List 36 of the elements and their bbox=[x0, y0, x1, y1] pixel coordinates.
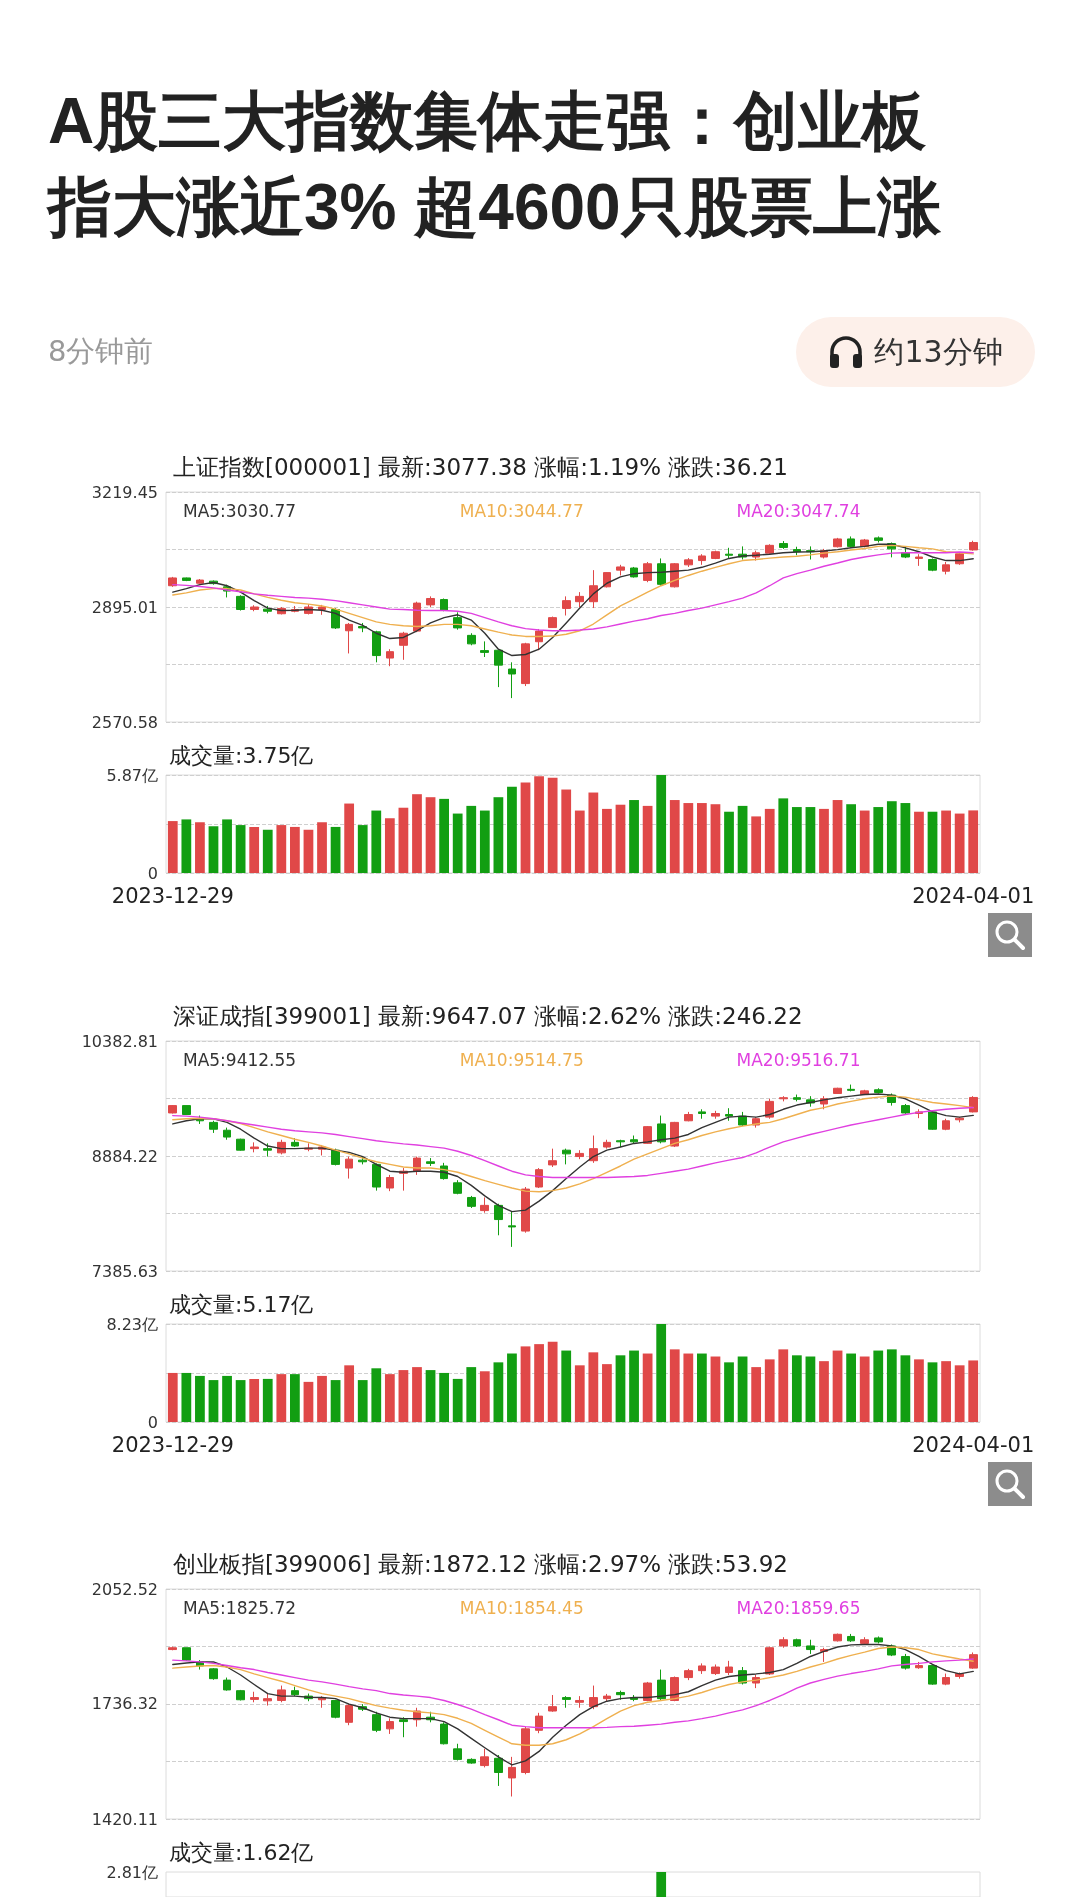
text: MA5:9412.55 bbox=[183, 1049, 297, 1069]
chart-title: 成交量:5.17亿 bbox=[169, 1291, 314, 1316]
chart-title: 深证成指[399001] 最新:9647.07 涨幅:2.62% 涨跌:246.22 bbox=[173, 1002, 803, 1028]
y-tick-label: 7385.63 bbox=[91, 1261, 158, 1280]
y-tick-label: 8884.22 bbox=[91, 1146, 158, 1165]
y-tick-label: 3219.45 bbox=[91, 482, 158, 502]
text: MA5:3030.77 bbox=[183, 500, 297, 521]
y-tick-label: 2570.58 bbox=[91, 712, 158, 732]
text: A股三大指数集体走强：创业板指大涨近3% 超4600只股票上涨 bbox=[48, 84, 942, 245]
y-tick-label: 2.81亿 bbox=[106, 1862, 158, 1882]
chart-title: 创业板指[399006] 最新:1872.12 涨幅:2.97% 涨跌:53.92 bbox=[173, 1550, 788, 1577]
y-tick-label: 10382.81 bbox=[81, 1031, 158, 1050]
y-tick-label: 2895.01 bbox=[91, 597, 158, 617]
y-tick-label: 8.23亿 bbox=[106, 1314, 158, 1333]
text: MA20:1859.65 bbox=[736, 1597, 861, 1618]
y-tick-label: 2052.52 bbox=[91, 1579, 158, 1599]
text: MA10:3044.77 bbox=[459, 500, 584, 521]
y-tick-label: 1420.11 bbox=[91, 1809, 158, 1829]
text: MA10:9514.75 bbox=[459, 1049, 584, 1069]
text: 8分钟前 bbox=[48, 333, 154, 370]
y-tick-label: 5.87亿 bbox=[106, 765, 158, 785]
chart-title: 成交量:1.62亿 bbox=[169, 1839, 314, 1865]
y-tick-label: 1736.32 bbox=[91, 1694, 158, 1714]
text: 约13分钟 bbox=[874, 332, 1003, 371]
text: MA20:9516.71 bbox=[736, 1049, 861, 1069]
x-tick-label: 2023-12-29 bbox=[111, 883, 234, 908]
x-tick-label: 2023-12-29 bbox=[111, 1432, 234, 1456]
chart-title: 上证指数[000001] 最新:3077.38 涨幅:1.19% 涨跌:36.21 bbox=[173, 453, 788, 480]
text: MA10:1854.45 bbox=[459, 1597, 584, 1618]
x-tick-label: 2024-04-01 bbox=[912, 1432, 1035, 1456]
text: MA20:3047.74 bbox=[736, 500, 861, 521]
y-tick-label: 0 bbox=[147, 1412, 158, 1431]
x-tick-label: 2024-04-01 bbox=[912, 883, 1035, 908]
y-tick-label: 0 bbox=[147, 863, 158, 883]
text: MA5:1825.72 bbox=[183, 1597, 297, 1618]
chart-title: 成交量:3.75亿 bbox=[169, 742, 314, 768]
